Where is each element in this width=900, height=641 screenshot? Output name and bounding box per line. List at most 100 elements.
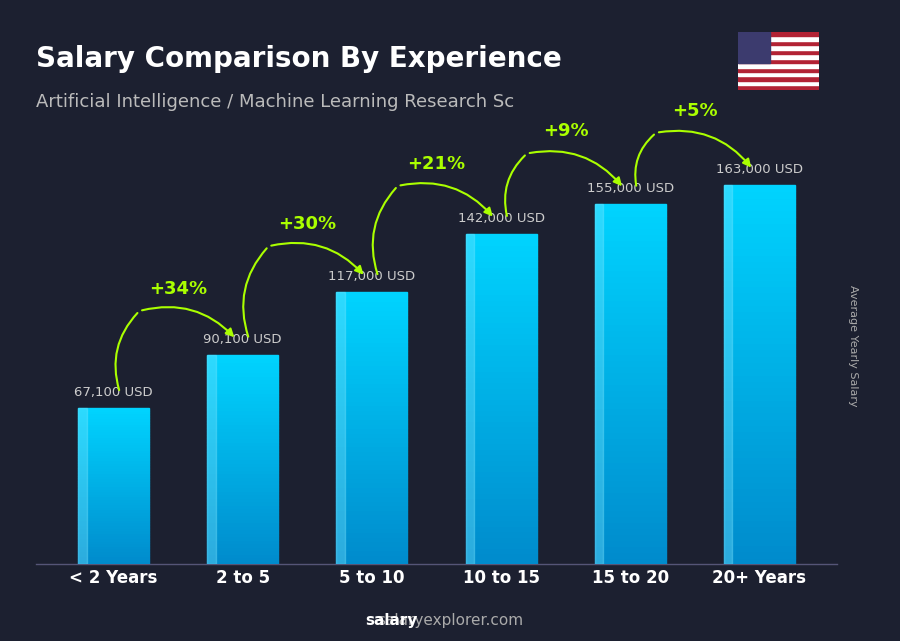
Bar	[337, 492, 408, 496]
Bar	[207, 453, 278, 456]
Bar	[78, 458, 149, 460]
Bar	[465, 289, 536, 294]
Bar	[207, 487, 278, 491]
Text: Artificial Intelligence / Machine Learning Research Sc: Artificial Intelligence / Machine Learni…	[36, 93, 514, 111]
Bar	[724, 438, 795, 444]
Bar	[78, 551, 149, 554]
Bar	[78, 444, 149, 447]
Bar	[465, 558, 536, 564]
Bar	[78, 515, 149, 517]
Bar	[337, 396, 408, 401]
Bar	[595, 516, 666, 522]
Bar	[207, 383, 278, 386]
Bar	[465, 311, 536, 317]
Bar	[337, 551, 408, 555]
Bar	[78, 460, 149, 463]
Bar	[337, 478, 408, 483]
Bar	[465, 344, 536, 349]
Bar	[337, 301, 408, 306]
Bar	[724, 476, 795, 482]
Bar	[724, 185, 795, 192]
Bar	[207, 372, 278, 376]
Bar	[465, 438, 536, 443]
Bar	[78, 494, 149, 497]
Bar	[207, 410, 278, 414]
Bar	[78, 540, 149, 544]
Bar	[207, 470, 278, 473]
Bar	[78, 499, 149, 502]
Bar	[337, 542, 408, 546]
Bar	[465, 272, 536, 278]
Bar	[337, 319, 408, 324]
Bar	[595, 270, 666, 276]
Bar	[595, 204, 603, 564]
Bar	[595, 366, 666, 372]
Bar	[465, 338, 536, 344]
Bar	[465, 300, 536, 305]
Bar	[465, 432, 536, 438]
Bar	[465, 394, 536, 399]
Bar	[207, 386, 278, 390]
Bar	[207, 393, 278, 397]
Bar	[78, 442, 149, 444]
Bar	[78, 478, 149, 481]
Bar	[465, 328, 536, 333]
Bar	[465, 492, 536, 498]
Bar	[78, 449, 149, 453]
Bar	[724, 419, 795, 425]
FancyArrowPatch shape	[373, 188, 396, 274]
Bar	[724, 394, 795, 400]
Bar	[724, 330, 795, 337]
Bar	[78, 502, 149, 504]
Text: salary: salary	[365, 613, 418, 628]
Bar	[595, 324, 666, 330]
Bar	[207, 449, 278, 453]
Bar	[595, 504, 666, 510]
Bar	[724, 185, 733, 564]
Bar	[465, 283, 536, 289]
Bar	[595, 342, 666, 348]
Bar	[465, 410, 536, 415]
Bar	[78, 507, 149, 510]
Bar	[207, 494, 278, 497]
Bar	[207, 354, 216, 564]
Bar	[595, 522, 666, 528]
Bar	[207, 414, 278, 417]
Text: Salary Comparison By Experience: Salary Comparison By Experience	[36, 45, 562, 73]
Bar	[465, 454, 536, 460]
Bar	[337, 546, 408, 551]
Bar	[595, 558, 666, 564]
Bar	[78, 504, 149, 507]
Bar	[337, 442, 408, 446]
Bar	[207, 497, 278, 501]
Bar	[724, 274, 795, 280]
FancyArrowPatch shape	[659, 131, 750, 166]
Bar	[724, 337, 795, 343]
Bar	[465, 251, 536, 256]
Bar	[738, 81, 819, 85]
Bar	[465, 476, 536, 481]
Bar	[78, 538, 149, 540]
Bar	[337, 433, 408, 437]
Bar	[337, 365, 408, 369]
Bar	[337, 351, 408, 356]
Bar	[465, 234, 474, 564]
Bar	[595, 312, 666, 318]
Bar	[595, 336, 666, 342]
Bar	[595, 492, 666, 498]
Bar	[595, 450, 666, 456]
Bar	[337, 523, 408, 528]
Bar	[207, 445, 278, 449]
Bar	[724, 539, 795, 545]
Bar	[207, 504, 278, 508]
Bar	[595, 384, 666, 390]
Bar	[595, 348, 666, 354]
Bar	[595, 408, 666, 414]
Bar	[724, 495, 795, 501]
Bar	[78, 468, 149, 470]
Bar	[337, 437, 408, 442]
Bar	[337, 510, 408, 514]
Bar	[337, 297, 408, 301]
Bar	[337, 346, 408, 351]
Bar	[724, 305, 795, 312]
